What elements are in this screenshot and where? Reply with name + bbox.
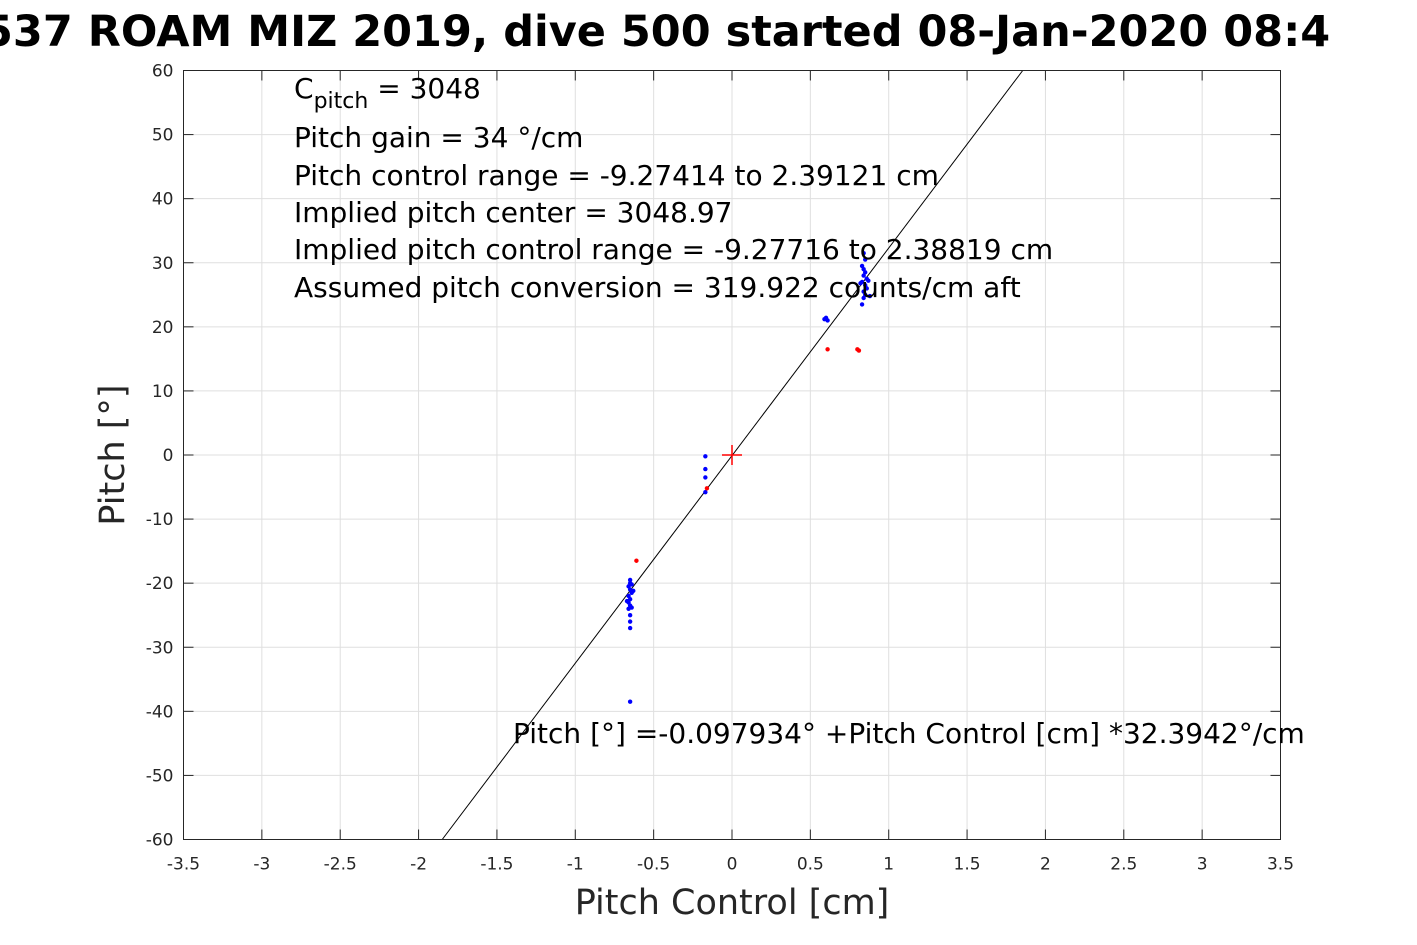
data-point	[631, 588, 636, 594]
y-axis-label: Pitch [°]	[93, 384, 133, 525]
y-tick-label: 60	[152, 62, 174, 82]
y-tick-label: -10	[146, 510, 174, 530]
data-point	[859, 263, 865, 269]
c-pitch-base: C	[294, 72, 314, 105]
axis-ticks: -3.5 -3 -2.5 -2 -1.5 -1 -0.5 0 0.5 1 1.5 2 2.5 3 3.5 -6…	[146, 62, 1294, 875]
x-tick-label: -2.5	[324, 855, 357, 875]
data-point	[703, 475, 708, 480]
data-point	[863, 282, 868, 288]
annotation-implied-pitch-control-range: Implied pitch control range = -9.27716 t…	[294, 233, 1053, 266]
x-tick-label: 2	[1040, 855, 1051, 875]
y-tick-label: -50	[146, 766, 174, 786]
center-marker-layer	[722, 445, 742, 465]
data-point	[863, 257, 868, 262]
data-point	[866, 278, 871, 283]
data-point	[629, 605, 634, 610]
y-tick-label: -60	[146, 831, 174, 851]
x-tick-label: 1	[883, 855, 894, 875]
data-point	[634, 558, 639, 563]
x-tick-label: 3	[1197, 855, 1208, 875]
y-tick-label: 20	[152, 318, 174, 338]
y-tick-label: -30	[146, 638, 174, 658]
data-point	[627, 619, 633, 624]
data-point	[703, 454, 708, 459]
data-point	[627, 699, 633, 704]
y-tick-label: 0	[163, 446, 174, 466]
c-pitch-subscript: pitch	[314, 89, 369, 114]
y-tick-label: 50	[152, 126, 174, 146]
c-pitch-annotation: Cpitch = 3048	[294, 72, 481, 114]
y-tick-label: 40	[152, 190, 174, 210]
grid-lines	[183, 70, 1281, 840]
scatter-points	[624, 250, 873, 704]
y-tick-label: 30	[152, 254, 174, 274]
annotation-pitch-gain: Pitch gain = 34 °/cm	[294, 121, 583, 154]
data-point	[627, 613, 633, 618]
x-tick-label: 0	[727, 855, 738, 875]
data-point	[825, 318, 830, 323]
y-tick-label: -20	[146, 574, 174, 594]
x-tick-label: -3.5	[167, 855, 200, 875]
data-point	[867, 293, 873, 299]
data-point	[703, 489, 708, 495]
y-tick-label: -40	[146, 702, 174, 722]
data-point	[704, 486, 710, 491]
annotation-pitch-control-range: Pitch control range = -9.27414 to 2.3912…	[294, 159, 939, 192]
data-point	[856, 348, 862, 353]
x-tick-label: -3	[253, 855, 270, 875]
data-point	[861, 250, 866, 256]
x-tick-label: -2	[410, 855, 427, 875]
x-tick-label: 0.5	[797, 855, 824, 875]
annotation-implied-pitch-center: Implied pitch center = 3048.97	[294, 196, 732, 229]
data-point	[858, 281, 863, 286]
data-point	[627, 625, 633, 631]
annotation-assumed-pitch-conversion: Assumed pitch conversion = 319.922 count…	[294, 271, 1021, 304]
c-pitch-value: = 3048	[368, 72, 481, 105]
data-point	[624, 598, 630, 604]
data-point	[859, 302, 865, 307]
data-point	[825, 347, 830, 352]
data-point	[861, 289, 866, 294]
fit-equation: Pitch [°] =-0.097934° +Pitch Control [cm…	[513, 717, 1305, 750]
x-tick-label: -0.5	[637, 855, 670, 875]
chart-title: 537 ROAM MIZ 2019, dive 500 started 08-J…	[0, 7, 1330, 57]
x-axis-label: Pitch Control [cm]	[575, 883, 890, 923]
data-point	[703, 466, 708, 472]
data-point	[627, 577, 633, 583]
x-tick-label: 2.5	[1110, 855, 1137, 875]
x-tick-label: 1.5	[954, 855, 981, 875]
y-tick-label: 10	[152, 382, 174, 402]
x-tick-label: -1	[567, 855, 584, 875]
x-tick-label: -1.5	[480, 855, 513, 875]
x-tick-label: 3.5	[1267, 855, 1294, 875]
data-point	[629, 582, 634, 587]
